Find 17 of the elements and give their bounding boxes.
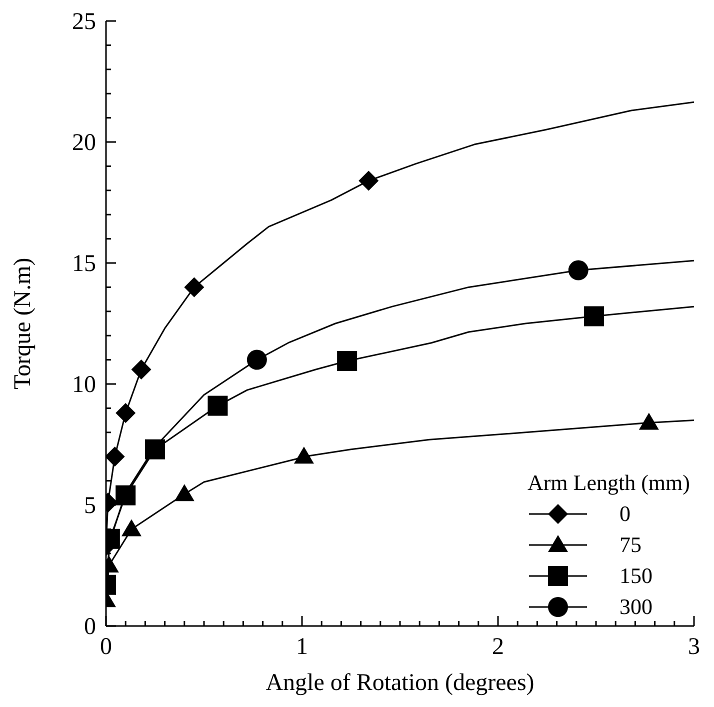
legend-label: 0: [619, 500, 630, 526]
legend-label: 75: [619, 532, 642, 558]
x-tick-label: 1: [296, 634, 308, 660]
y-tick-label: 0: [84, 614, 96, 640]
y-tick-label: 20: [72, 130, 96, 156]
x-tick-label: 2: [492, 634, 504, 660]
x-tick-label: 0: [100, 634, 112, 660]
y-tick-label: 25: [72, 9, 96, 35]
legend-label: 300: [619, 594, 652, 620]
y-tick-label: 10: [72, 372, 96, 398]
x-tick-label: 3: [688, 634, 700, 660]
y-axis-title: Torque (N.m): [10, 258, 36, 390]
legend-label: 150: [619, 562, 652, 588]
y-tick-label: 15: [72, 251, 96, 277]
legend-title: Arm Length (mm): [527, 470, 690, 496]
y-tick-label: 5: [84, 493, 96, 519]
x-axis-title: Angle of Rotation (degrees): [266, 670, 534, 696]
